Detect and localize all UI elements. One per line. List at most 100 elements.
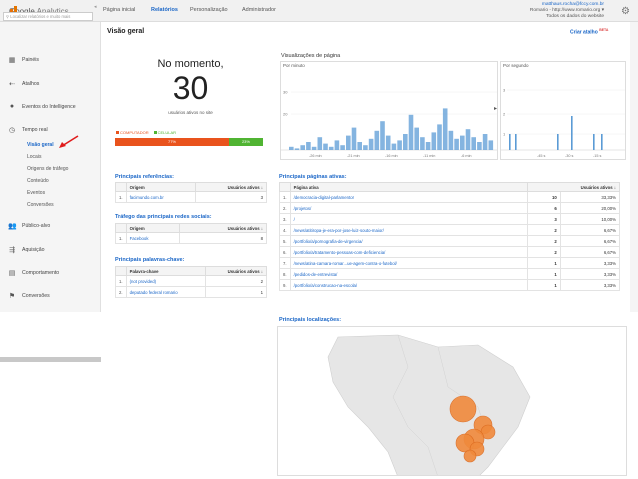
pageview-bar [328, 146, 334, 150]
pageview-bar [408, 114, 414, 150]
social-link[interactable]: Facebook [125, 232, 180, 244]
page-link[interactable]: / [289, 213, 529, 225]
pageview-bar [471, 137, 476, 150]
chart-scroll-handle[interactable]: ▸ [494, 106, 498, 112]
table-row: 1./democracia-digital-parlamentor 10 33,33… [279, 191, 621, 203]
pageview-bar [420, 137, 425, 150]
table-row: 1. Facebook 8 [115, 232, 268, 244]
sort-down-icon: ↓ [260, 268, 263, 274]
pageview-bar [289, 146, 294, 150]
device-legend: COMPUTADOR CELULAR [116, 130, 176, 135]
people-icon: 👥 [8, 223, 17, 230]
pageview-bar [334, 140, 340, 150]
y-tick-label: 30 [283, 90, 288, 95]
beta-badge: BETA [599, 28, 609, 32]
page-link[interactable]: /projetos/ [289, 202, 529, 214]
sort-down-icon: ↓ [260, 225, 263, 231]
keywords-table: Palavra-chave Usuários ativos ↓ 1. (not pr… [115, 266, 268, 298]
desktop-share-segment: 77% [115, 138, 229, 146]
pageview-bar [317, 137, 323, 150]
sidebar-item-acquisition[interactable]: ⇶ Aquisição [9, 247, 45, 254]
sidebar-sub-overview[interactable]: Visão geral [27, 142, 54, 148]
pageview-bar [340, 145, 345, 150]
referral-link[interactable]: facimundo.com.br [125, 191, 196, 203]
nav-reports[interactable]: Relatórios [151, 7, 178, 13]
account-email: matthaus.rocha@fccy.com.br [541, 2, 604, 7]
search-icon: ⚲ [6, 14, 10, 19]
create-shortcut-button[interactable]: Criar atalho BETA [570, 28, 609, 36]
pageviews-title: Visualizações de página [281, 53, 341, 59]
sidebar-item-conversions[interactable]: ⚑ Conversões [8, 293, 50, 300]
table-row: 2./projetos/6 20,00% [279, 202, 621, 214]
x-tick-label: -21 min [347, 154, 360, 158]
keyword-link[interactable]: deputado federal romario [125, 286, 206, 298]
page-link[interactable]: /news/atitiropa-je-era-por-jose-luiz-sou… [289, 224, 529, 236]
sidebar-item-intelligence[interactable]: ● Eventos do Intelligence [9, 103, 76, 110]
x-tick-label: -16 min [385, 154, 398, 158]
sidebar-sub-traffic-sources[interactable]: Origens de tráfego [27, 166, 69, 172]
x-tick-label: -26 min [309, 154, 322, 158]
sidebar-sub-locations[interactable]: Locais [27, 154, 42, 160]
col-origin: Origem [125, 182, 196, 192]
scrollbar-track[interactable] [630, 22, 638, 312]
sidebar-item-audience[interactable]: 👥 Público-alvo [8, 223, 51, 230]
page-link[interactable]: /pedidos-de-entrevista/ [289, 268, 529, 280]
table-row: 9./portfolio/a/construcao-na-escola/1 3,3… [279, 279, 621, 291]
sidebar-item-realtime[interactable]: ◷ Tempo real [8, 127, 48, 134]
pageview-bar [515, 134, 517, 150]
shortcut-arrow-icon: ⇠ [9, 81, 15, 88]
sidebar [0, 22, 101, 312]
locations-map[interactable] [277, 326, 627, 476]
sidebar-sub-conversions[interactable]: Conversões [27, 202, 54, 208]
gear-icon[interactable]: ⚙ [621, 6, 630, 17]
account-view: Todos os dados do website [546, 14, 604, 19]
sort-down-icon: ↓ [260, 184, 263, 190]
nav-home[interactable]: Página inicial [103, 7, 136, 13]
pageview-bar [397, 140, 402, 150]
pageview-bar [509, 134, 511, 150]
empty-area [0, 362, 101, 479]
pageview-bar [351, 127, 357, 150]
table-row: 4./news/atitiropa-je-era-por-jose-luiz-s… [279, 224, 621, 236]
table-row: 5./portfolio/a/pornografia-de-virgencia/… [279, 235, 621, 247]
location-bubble [463, 449, 477, 463]
acquisition-icon: ⇶ [9, 247, 15, 254]
pageview-bar [391, 143, 397, 150]
pageview-bar [593, 134, 595, 150]
now-label: No momento, [157, 58, 224, 70]
pageview-bar [465, 129, 471, 150]
sidebar-item-shortcuts[interactable]: ⇠ Atalhos [9, 81, 40, 88]
page-link[interactable]: /news/atina-camara-romar...ue-agem-contr… [289, 257, 529, 269]
nav-admin[interactable]: Administrador [242, 7, 276, 13]
pageview-bar [601, 134, 603, 150]
sidebar-item-behavior[interactable]: ▤ Comportamento [8, 270, 60, 277]
referrals-title: Principais referências: [115, 174, 175, 180]
table-row: 1. facimundo.com.br 3 [115, 191, 268, 203]
keyword-link[interactable]: (not provided) [125, 275, 206, 287]
pageview-bar [437, 124, 442, 150]
per-second-chart: Por segundo 3 2 1 -45 s -30 s -15 s [500, 61, 626, 160]
page-link[interactable]: /portfolio/a/tratamento-pessoas-com-defi… [289, 246, 529, 258]
collapse-sidebar-icon[interactable]: ◂ [94, 4, 97, 10]
account-selector[interactable]: matthaus.rocha@fccy.com.br Romario - htt… [530, 2, 604, 20]
social-table: Origem Usuários ativos ↓ 1. Facebook 8 [115, 223, 268, 244]
sidebar-sub-content[interactable]: Conteúdo [27, 178, 49, 184]
social-title: Tráfego das principais redes sociais: [115, 214, 212, 220]
location-bubbles [449, 395, 496, 463]
y-tick-label: 2 [503, 112, 506, 117]
nav-customization[interactable]: Personalização [190, 7, 228, 13]
account-property: Romario - http://www.romario.org ▾ [529, 8, 604, 13]
per-minute-chart: Por minuto 30 20 -26 min -21 min -16 min -11 … [280, 61, 498, 160]
page-link[interactable]: /portfolio/a/pornografia-de-virgencia/ [289, 235, 529, 247]
page-link[interactable]: /portfolio/a/construcao-na-escola/ [289, 279, 529, 291]
page-link[interactable]: /democracia-digital-parlamentor [289, 191, 529, 203]
per-minute-label: Por minuto [283, 63, 305, 68]
pageview-bar [454, 138, 459, 150]
pageview-bar [488, 140, 494, 150]
pageview-bar [346, 135, 351, 150]
sidebar-sub-events[interactable]: Eventos [27, 190, 46, 196]
report-search-input[interactable]: ⚲ Localizar relatórios e muito mais [3, 12, 93, 21]
pageview-bar [477, 142, 482, 150]
sidebar-item-dashboards[interactable]: ▦ Painéis [8, 57, 40, 64]
table-row: 1. (not provided) 2 [115, 275, 268, 287]
